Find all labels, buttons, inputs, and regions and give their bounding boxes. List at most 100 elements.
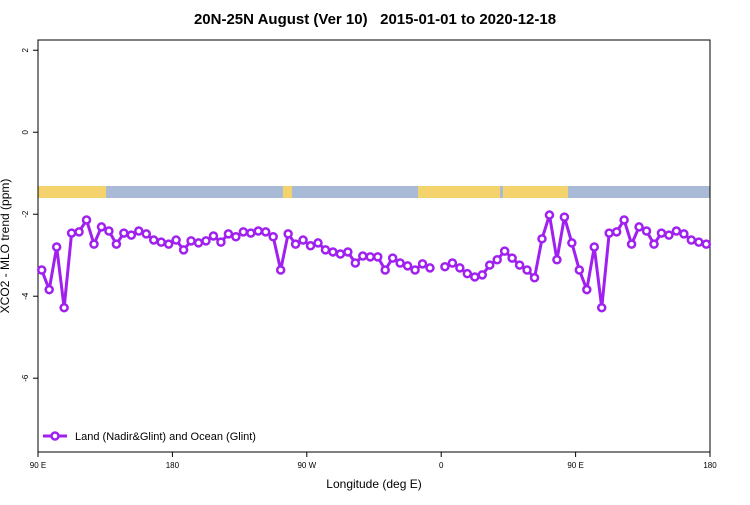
data-point bbox=[671, 226, 682, 236]
data-point bbox=[335, 249, 346, 259]
chart-title: 20N-25N August (Ver 10) 2015-01-01 to 20… bbox=[194, 11, 556, 28]
data-point bbox=[350, 258, 361, 268]
data-point bbox=[81, 215, 92, 225]
data-point bbox=[589, 242, 600, 252]
x-tick-label: 90 E bbox=[567, 461, 583, 470]
data-point bbox=[679, 229, 689, 239]
data-point bbox=[246, 228, 256, 238]
data-point bbox=[380, 265, 390, 275]
data-point bbox=[275, 265, 286, 275]
data-point bbox=[656, 228, 667, 238]
data-point bbox=[507, 253, 517, 263]
y-tick-label: 0 bbox=[21, 129, 30, 134]
data-point bbox=[484, 260, 495, 270]
data-point bbox=[51, 242, 62, 252]
data-point bbox=[193, 238, 204, 248]
data-point bbox=[36, 265, 47, 275]
data-point bbox=[216, 237, 226, 247]
data-point bbox=[641, 226, 652, 236]
data-point bbox=[148, 235, 159, 245]
data-point bbox=[104, 226, 114, 236]
data-point bbox=[514, 260, 525, 270]
data-point bbox=[283, 229, 293, 239]
data-point bbox=[163, 239, 174, 249]
data-point bbox=[171, 235, 181, 245]
data-point bbox=[320, 245, 331, 255]
data-point bbox=[529, 273, 540, 283]
data-point bbox=[89, 239, 99, 249]
y-tick-label: -6 bbox=[21, 374, 30, 382]
data-point bbox=[537, 234, 547, 244]
data-point bbox=[686, 235, 697, 245]
data-point bbox=[522, 265, 532, 275]
data-point bbox=[596, 302, 607, 313]
data-point bbox=[574, 265, 585, 275]
data-point bbox=[395, 258, 405, 268]
data-point bbox=[298, 235, 308, 245]
data-point bbox=[96, 222, 107, 232]
y-tick-label: 2 bbox=[21, 47, 30, 52]
data-point bbox=[649, 239, 659, 249]
x-axis-label: Longitude (deg E) bbox=[326, 477, 421, 491]
data-point bbox=[328, 247, 338, 257]
data-point bbox=[372, 252, 383, 262]
x-tick-label: 180 bbox=[166, 461, 180, 470]
data-point bbox=[447, 258, 458, 268]
data-point bbox=[567, 238, 577, 248]
data-point bbox=[462, 268, 473, 279]
data-point bbox=[402, 261, 413, 271]
legend-marker bbox=[50, 431, 60, 441]
y-axis-label: XCO2 - MLO trend (ppm) bbox=[0, 179, 12, 314]
data-point bbox=[425, 263, 435, 273]
data-point bbox=[626, 239, 637, 249]
data-point bbox=[260, 227, 271, 237]
data-point bbox=[119, 228, 129, 238]
data-point bbox=[268, 232, 278, 242]
data-point bbox=[156, 237, 166, 247]
data-point bbox=[544, 210, 555, 220]
data-point bbox=[201, 236, 211, 246]
data-point bbox=[417, 259, 428, 269]
x-tick-label: 90 W bbox=[297, 461, 316, 470]
data-point bbox=[178, 245, 189, 255]
data-point bbox=[66, 228, 77, 238]
data-point bbox=[111, 239, 122, 249]
data-point bbox=[477, 270, 488, 280]
data-point bbox=[74, 227, 84, 237]
data-point bbox=[694, 237, 704, 247]
data-point bbox=[208, 231, 219, 241]
data-point bbox=[611, 227, 622, 237]
x-tick-label: 90 E bbox=[30, 461, 46, 470]
legend-label: Land (Nadir&Glint) and Ocean (Glint) bbox=[75, 431, 256, 443]
data-point bbox=[410, 265, 420, 275]
data-point bbox=[231, 232, 241, 242]
data-point bbox=[186, 236, 196, 246]
data-point bbox=[552, 254, 562, 265]
data-point bbox=[126, 230, 137, 240]
y-tick-label: -2 bbox=[21, 210, 30, 218]
data-point bbox=[141, 229, 152, 239]
data-point bbox=[358, 251, 368, 261]
x-tick-label: 180 bbox=[703, 461, 717, 470]
data-point bbox=[44, 284, 54, 295]
x-tick-label: 0 bbox=[439, 461, 444, 470]
data-point bbox=[238, 227, 249, 237]
data-point bbox=[305, 241, 316, 251]
y-tick-label: -4 bbox=[21, 292, 30, 300]
data-point bbox=[604, 228, 614, 238]
map-strip bbox=[38, 186, 710, 198]
data-point bbox=[634, 222, 644, 232]
data-point bbox=[223, 229, 234, 239]
data-point bbox=[343, 247, 353, 257]
data-point bbox=[440, 261, 450, 272]
data-point bbox=[559, 212, 570, 222]
data-point bbox=[582, 284, 592, 295]
data-point bbox=[253, 226, 264, 236]
data-point bbox=[134, 226, 144, 236]
data-point bbox=[290, 239, 301, 249]
data-point bbox=[313, 238, 323, 248]
data-point bbox=[470, 272, 480, 282]
data-point bbox=[455, 263, 465, 273]
data-point bbox=[492, 254, 502, 265]
